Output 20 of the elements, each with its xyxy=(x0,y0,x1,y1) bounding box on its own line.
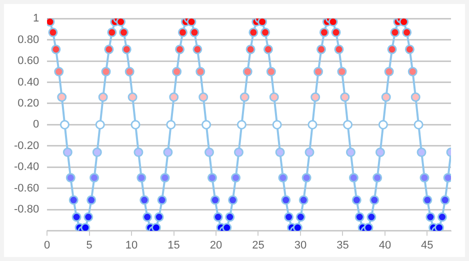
y-tick-label: 0.60 xyxy=(18,55,40,68)
y-tick-label: -0.80 xyxy=(14,204,40,216)
y-tick-label: 1 xyxy=(32,12,40,25)
x-tick-label: 5 xyxy=(86,239,92,252)
x-tick-label: 10 xyxy=(125,239,138,252)
y-tick-label: 0 xyxy=(32,118,40,131)
x-tick-label: 45 xyxy=(421,239,434,252)
y-tick-label: -0.40 xyxy=(14,161,40,174)
x-tick-label: 40 xyxy=(378,239,392,252)
x-tick-label: 30 xyxy=(294,239,307,252)
x-tick-label: 0 xyxy=(44,239,50,252)
x-tick-label: 20 xyxy=(210,239,222,252)
y-tick-label: 0.20 xyxy=(18,98,40,110)
y-tick-label: 0.80 xyxy=(18,34,40,46)
x-tick-label: 25 xyxy=(252,239,264,252)
x-tick-label: 15 xyxy=(168,239,180,252)
y-tick-label: -0.60 xyxy=(14,182,40,194)
x-tick-label: 35 xyxy=(336,239,349,252)
y-tick-label: 0.40 xyxy=(18,76,40,88)
y-tick-label: -0.20 xyxy=(14,140,40,152)
